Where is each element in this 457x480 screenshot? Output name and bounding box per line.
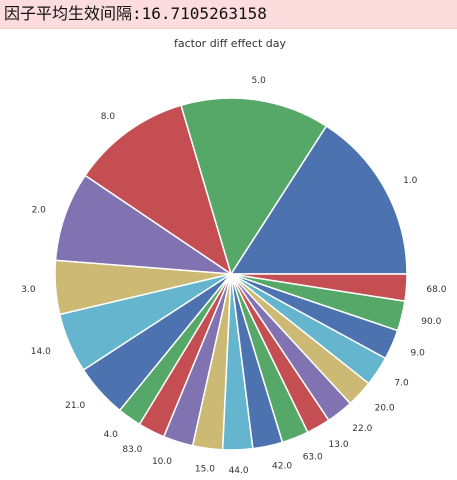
pie-label-21.0: 21.0 <box>65 401 85 411</box>
pie-label-9.0: 9.0 <box>411 349 426 359</box>
pie-slice-68.0 <box>230 273 408 303</box>
pie-label-68.0: 68.0 <box>426 285 446 295</box>
pie-label-83.0: 83.0 <box>122 445 142 455</box>
pie-label-10.0: 10.0 <box>152 457 172 467</box>
pie-label-14.0: 14.0 <box>31 347 51 357</box>
pie-label-22.0: 22.0 <box>352 424 372 434</box>
pie-label-90.0: 90.0 <box>421 317 441 327</box>
pie-labels: 1.0 5.0 8.0 2.0 3.0 14.0 21.0 4.083.0 10.0 15.0 44… <box>21 76 446 476</box>
pie-slice-2.0 <box>54 174 234 275</box>
pie-slices <box>54 97 408 451</box>
pie-label-2.0: 2.0 <box>32 205 47 215</box>
pie-slice-5.0 <box>180 97 328 276</box>
pie-label-20.0: 20.0 <box>375 403 395 413</box>
pie-label-3.0: 3.0 <box>21 285 36 295</box>
pie-slice-1.0 <box>229 125 408 275</box>
pie-label-15.0: 15.0 <box>195 464 215 474</box>
pie-label-42.0: 42.0 <box>272 462 292 472</box>
pie-label-44.0: 44.0 <box>229 466 249 476</box>
pie-label-5.0: 5.0 <box>252 76 267 86</box>
average-effect-interval-text: 因子平均生效间隔:16.7105263158 <box>4 4 267 23</box>
header-banner: 因子平均生效间隔:16.7105263158 <box>0 0 457 29</box>
pie-slice-8.0 <box>84 104 233 276</box>
pie-label-4.0: 4.0 <box>104 430 119 440</box>
pie-label-7.0: 7.0 <box>394 378 409 388</box>
pie-chart: factor diff effect day 1.0 5.0 8.0 2.0 3.0 14… <box>21 37 446 476</box>
chart-title: factor diff effect day <box>174 37 287 50</box>
pie-label-8.0: 8.0 <box>101 112 116 122</box>
pie-label-63.0: 63.0 <box>303 452 323 462</box>
pie-label-1.0: 1.0 <box>403 176 418 186</box>
pie-label-13.0: 13.0 <box>329 440 349 450</box>
